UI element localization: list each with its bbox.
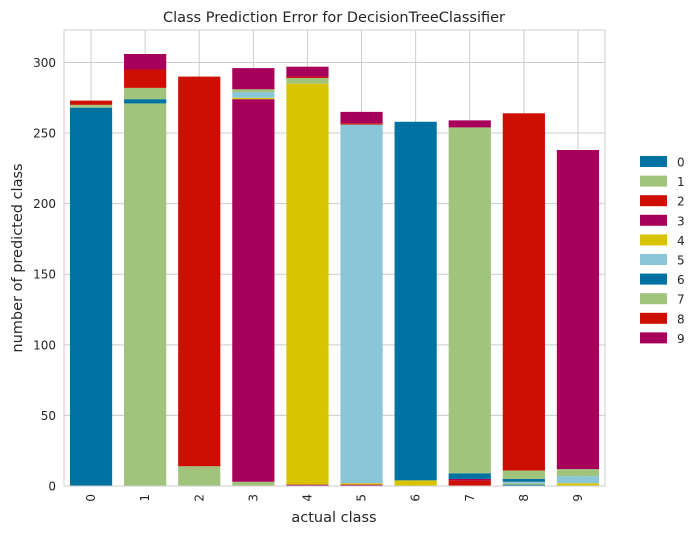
bar-segment-3-class-1 [232,481,275,486]
x-tick-label: 4 [300,494,314,502]
x-tick-label: 9 [571,494,585,502]
bar-segment-1-class-1 [124,103,167,486]
x-tick-label: 1 [138,494,152,502]
legend-label: 7 [677,293,685,307]
bar-segment-9-class-9 [556,150,600,470]
bar-segment-2-class-2 [178,76,221,467]
bar-segment-7-class-3 [448,478,491,481]
bar-segment-1-class-7 [124,87,167,100]
bar-segment-8-class-8 [502,113,545,471]
x-tick-label: 0 [84,494,98,502]
legend-swatch [640,293,667,305]
y-tick-label: 100 [33,338,56,352]
chart-title: Class Prediction Error for DecisionTreeC… [163,10,505,26]
y-tick-label: 200 [33,197,56,211]
y-tick-label: 50 [41,409,56,423]
y-tick-label: 150 [33,268,56,282]
legend-label: 2 [677,195,685,209]
legend-swatch [640,195,667,207]
x-tick-label: 6 [409,494,423,502]
plot-frame [63,29,606,487]
bar-segment-5-class-4 [340,483,383,485]
y-tick-label: 300 [33,56,56,70]
x-tick-label: 3 [246,494,260,502]
bar-segment-7-class-2 [448,480,491,486]
bar-segment-8-class-7 [502,470,545,479]
bar-segment-6-class-4 [394,480,437,486]
bar-segment-0-class-0 [69,107,113,486]
bar-segment-0-class-8 [69,100,113,105]
y-tick-label: 250 [33,127,56,141]
bar-segment-8-class-0 [502,484,545,486]
bar-segment-0-class-7 [69,104,113,107]
bar-segment-1-class-6 [124,99,167,104]
bar-segment-8-class-5 [502,481,545,484]
x-tick-label: 7 [463,494,477,502]
bar-segment-3-class-5 [232,92,275,98]
x-axis-label: actual class [291,510,376,526]
y-tick-label: 0 [48,480,56,494]
bar-segment-5-class-3 [340,484,383,486]
legend-label: 3 [677,214,685,228]
bar-segment-4-class-4 [286,83,329,485]
y-axis-label: number of predicted class [10,163,26,352]
legend-swatch [640,332,667,344]
y-tick-labels: 0 50 100 150 200 250 300 [33,56,56,494]
bar-segment-6-class-6 [394,121,437,481]
bar-segment-8-class-6 [502,478,545,482]
bar-segment-3-class-4 [232,97,275,100]
legend-label: 4 [677,234,685,248]
bar-segment-5-class-5 [340,124,383,484]
bar-segment-5-class-9 [340,111,383,124]
legend-swatch [640,273,667,285]
bar-segment-9-class-5 [556,476,600,484]
legend-label: 9 [677,332,685,346]
bar-segment-7-class-9 [448,120,491,128]
legend-swatch [640,156,667,167]
legend-swatch [640,254,667,265]
bar-segment-4-class-9 [286,66,329,77]
bar-segment-3-class-9 [232,68,275,90]
bar-segment-3-class-3 [232,99,275,482]
bar-segment-4-class-8 [286,76,329,78]
legend-label: 0 [677,156,685,170]
bar-segment-1-class-9 [124,54,167,70]
legend-swatch [640,234,667,246]
legend-swatch [640,214,667,226]
legend-label: 1 [677,175,685,189]
bars [69,54,600,486]
x-tick-label: 2 [192,494,206,502]
bar-segment-9-class-4 [556,483,600,486]
bar-segment-4-class-3 [286,484,329,486]
bar-segment-8-class-1 [502,483,545,485]
bar-segment-4-class-7 [286,78,329,84]
legend-label: 8 [677,312,685,326]
legend-swatch [640,175,667,187]
bar-segment-0-class-1 [69,106,113,108]
bar-segment-3-class-7 [232,89,275,93]
legend-label: 6 [677,273,685,287]
x-tick-label: 8 [517,494,531,502]
bar-segment-1-class-8 [124,69,167,88]
x-tick-label: 5 [355,494,369,502]
bar-segment-7-class-6 [448,473,491,479]
x-tick-labels: 0 1 2 3 4 5 6 7 8 9 [84,494,585,502]
legend: 0 1 2 3 4 5 6 7 8 9 [640,156,685,346]
bar-segment-7-class-7 [448,127,491,474]
bar-segment-2-class-1 [178,466,221,486]
legend-swatch [640,312,667,324]
bar-segment-5-class-8 [340,123,383,125]
legend-label: 5 [677,254,685,268]
bar-segment-9-class-7 [556,469,600,477]
